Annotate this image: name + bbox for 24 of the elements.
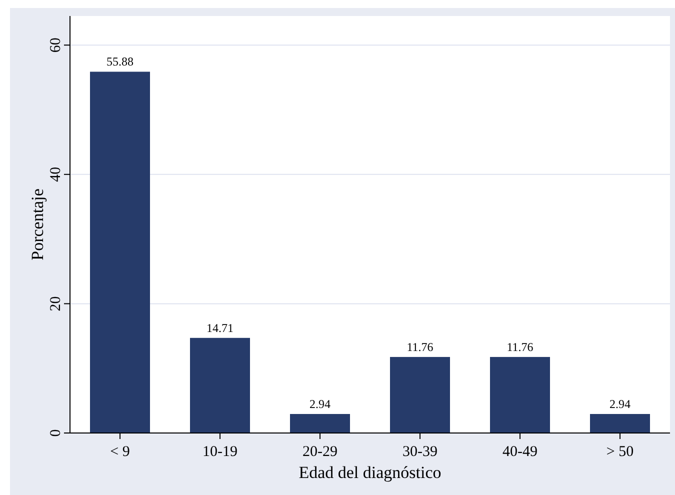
data-label: 11.76	[506, 340, 534, 354]
bar	[490, 356, 550, 433]
data-label: 2.94	[310, 396, 330, 411]
data-label: 55.88	[106, 54, 134, 69]
y-axis-title: Porcentaje	[28, 188, 47, 260]
bar	[390, 356, 450, 433]
x-axis-title: Edad del diagnóstico	[298, 463, 442, 482]
x-tick-label: > 50	[606, 444, 634, 460]
y-tick-label: 0	[48, 429, 64, 437]
bar	[190, 338, 250, 433]
bar	[290, 414, 350, 433]
y-tick-label: 60	[48, 38, 64, 53]
data-label: 14.71	[206, 320, 234, 335]
x-tick-label: 20-29	[302, 444, 338, 460]
x-tick-label: < 9	[110, 444, 130, 460]
data-label: 2.94	[610, 396, 630, 411]
y-tick-label: 40	[48, 166, 64, 182]
y-tick-label: 20	[48, 296, 64, 312]
x-tick-label: 10-19	[202, 444, 238, 460]
x-tick-label: 40-49	[502, 444, 538, 460]
data-label: 11.76	[406, 340, 434, 354]
x-tick-label: 30-39	[402, 444, 438, 460]
bar	[90, 72, 150, 433]
bar	[590, 414, 650, 433]
